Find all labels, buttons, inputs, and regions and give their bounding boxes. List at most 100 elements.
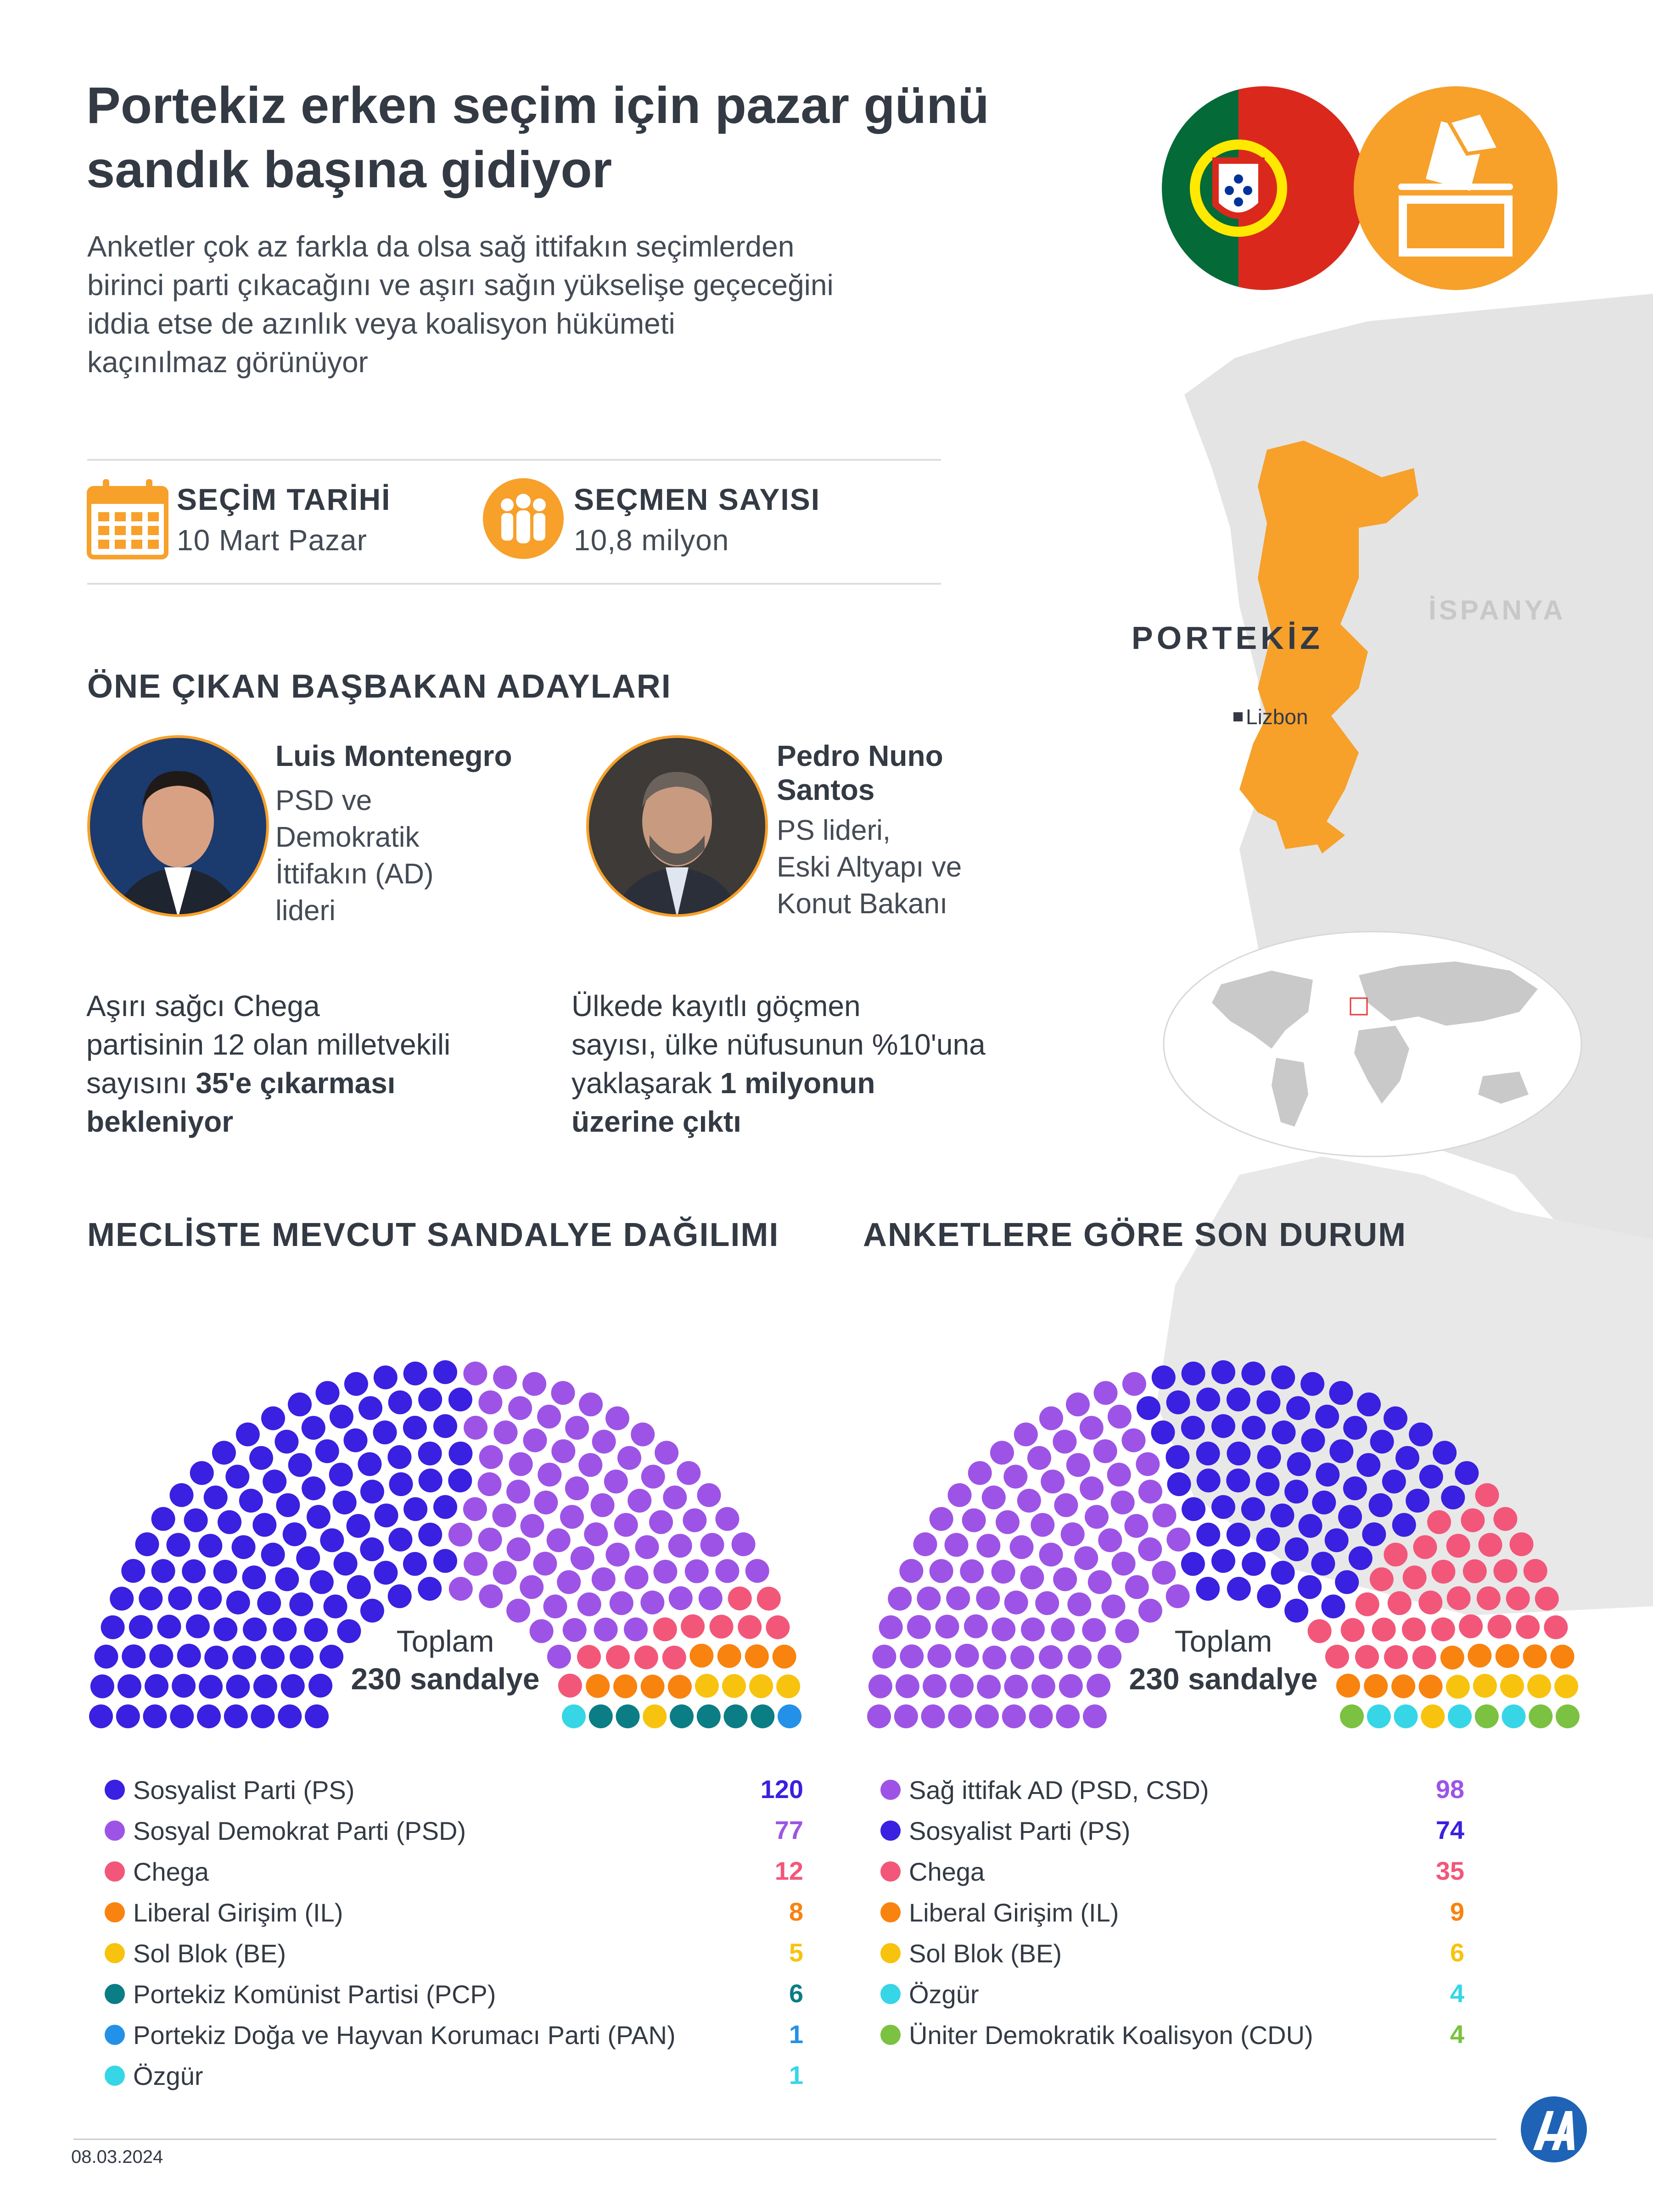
candidate-photo-montenegro bbox=[87, 735, 269, 917]
seat-sosyalist-parti-ps bbox=[308, 1674, 333, 1698]
seat-sosyal-demokrat-parti-psd bbox=[523, 1428, 547, 1452]
seat-sosyal-demokrat-parti-psd bbox=[677, 1461, 701, 1485]
legend-value: 6 bbox=[1450, 1938, 1464, 1967]
seat-sosyalist-parti-ps bbox=[433, 1495, 457, 1519]
seat-sosyalist-parti-ps bbox=[184, 1508, 208, 1532]
seat-liberal-giri-im-il bbox=[1468, 1643, 1492, 1668]
seat-sosyalist-parti-ps bbox=[251, 1704, 275, 1728]
seat-sosyalist-parti-ps bbox=[263, 1469, 287, 1494]
seat-sosyalist-parti-ps bbox=[1441, 1486, 1465, 1509]
seat-sa-ittifak-ad-psd-csd bbox=[946, 1586, 970, 1610]
seat-sosyalist-parti-ps bbox=[1419, 1464, 1443, 1489]
seat-sa-ittifak-ad-psd-csd bbox=[1138, 1537, 1162, 1561]
seat-sosyal-demokrat-parti-psd bbox=[684, 1559, 709, 1583]
seat-niter-demokratik-koalisyon-cdu bbox=[1556, 1704, 1580, 1728]
seat-sa-ittifak-ad-psd-csd bbox=[1111, 1552, 1136, 1576]
subtitle: Anketler çok az farkla da olsa sağ ittif… bbox=[87, 227, 982, 381]
legend-swatch bbox=[880, 2025, 901, 2045]
seat-sa-ittifak-ad-psd-csd bbox=[1017, 1489, 1041, 1513]
seat-sosyal-demokrat-parti-psd bbox=[520, 1575, 544, 1599]
seat-portekiz-kom-nist-partisi-pcp bbox=[616, 1704, 640, 1728]
seat-sol-blok-be bbox=[1527, 1674, 1552, 1698]
legend-swatch bbox=[105, 1780, 125, 1800]
legend-value: 35 bbox=[1435, 1856, 1464, 1885]
seat-sosyalist-parti-ps bbox=[257, 1591, 281, 1615]
seat-sosyalist-parti-ps bbox=[94, 1644, 118, 1669]
seat-sosyalist-parti-ps bbox=[172, 1674, 196, 1698]
seat-sosyalist-parti-ps bbox=[333, 1552, 358, 1576]
seat-sosyalist-parti-ps bbox=[1362, 1522, 1386, 1547]
seat-sosyal-demokrat-parti-psd bbox=[570, 1546, 594, 1570]
seat-sosyalist-parti-ps bbox=[1343, 1416, 1367, 1440]
seat-sosyalist-parti-ps bbox=[129, 1615, 153, 1639]
seat-sosyalist-parti-ps bbox=[1211, 1360, 1235, 1384]
seat-sosyalist-parti-ps bbox=[1255, 1472, 1280, 1497]
seat-sosyalist-parti-ps bbox=[1271, 1561, 1295, 1585]
divider-top bbox=[87, 459, 941, 461]
seat-sosyalist-parti-ps bbox=[374, 1503, 398, 1528]
seat-sosyalist-parti-ps bbox=[1301, 1428, 1325, 1452]
seat-portekiz-kom-nist-partisi-pcp bbox=[751, 1704, 775, 1728]
seat-sosyalist-parti-ps bbox=[116, 1704, 140, 1728]
seat-sa-ittifak-ad-psd-csd bbox=[1010, 1645, 1035, 1670]
seat-liberal-giri-im-il bbox=[1440, 1645, 1464, 1670]
seat-sa-ittifak-ad-psd-csd bbox=[1004, 1590, 1028, 1614]
seat-sa-ittifak-ad-psd-csd bbox=[975, 1704, 999, 1728]
seat-chega bbox=[738, 1615, 762, 1639]
seat-sa-ittifak-ad-psd-csd bbox=[1107, 1463, 1131, 1487]
seat-sosyalist-parti-ps bbox=[347, 1575, 371, 1599]
seat-sosyalist-parti-ps bbox=[387, 1445, 412, 1469]
seat-sosyalist-parti-ps bbox=[170, 1704, 194, 1728]
seat-sosyal-demokrat-parti-psd bbox=[529, 1619, 554, 1643]
seat-sa-ittifak-ad-psd-csd bbox=[1027, 1446, 1051, 1470]
seat-chega bbox=[1523, 1559, 1547, 1583]
seat-sosyal-demokrat-parti-psd bbox=[577, 1592, 601, 1616]
seat-sosyalist-parti-ps bbox=[1226, 1387, 1250, 1412]
seat-sa-ittifak-ad-psd-csd bbox=[1107, 1404, 1132, 1429]
seat-liberal-giri-im-il bbox=[1418, 1675, 1443, 1699]
seat-chega bbox=[728, 1586, 752, 1611]
seat-sosyal-demokrat-parti-psd bbox=[537, 1404, 561, 1429]
legend-value: 4 bbox=[1450, 1979, 1464, 2008]
seat-sosyal-demokrat-parti-psd bbox=[508, 1396, 532, 1420]
subtitle-line: iddia etse de azınlık veya koalisyon hük… bbox=[87, 307, 675, 340]
legend-swatch bbox=[880, 1943, 901, 1963]
neighbor-label: İSPANYA bbox=[1429, 595, 1566, 626]
seat-sosyalist-parti-ps bbox=[275, 1567, 299, 1592]
seat-sa-ittifak-ad-psd-csd bbox=[1066, 1392, 1090, 1417]
seat-sa-ittifak-ad-psd-csd bbox=[1029, 1704, 1053, 1728]
seat-zg-r bbox=[1367, 1704, 1391, 1728]
seat-sosyalist-parti-ps bbox=[323, 1594, 347, 1619]
seat-sa-ittifak-ad-psd-csd bbox=[879, 1615, 903, 1639]
seat-sa-ittifak-ad-psd-csd bbox=[1031, 1513, 1055, 1537]
seat-sosyalist-parti-ps bbox=[1284, 1480, 1309, 1504]
seat-sosyalist-parti-ps bbox=[1196, 1441, 1220, 1466]
seat-sosyal-demokrat-parti-psd bbox=[533, 1552, 557, 1576]
seat-sosyalist-parti-ps bbox=[359, 1396, 382, 1420]
seat-sosyalist-parti-ps bbox=[276, 1493, 300, 1517]
seat-sosyal-demokrat-parti-psd bbox=[562, 1618, 587, 1642]
page-title: Portekiz erken seçim için pazar günü san… bbox=[86, 73, 1142, 202]
legend-value: 1 bbox=[789, 2061, 803, 2089]
seat-sosyalist-parti-ps bbox=[1409, 1422, 1433, 1447]
seat-sosyal-demokrat-parti-psd bbox=[492, 1503, 516, 1528]
seat-sosyal-demokrat-parti-psd bbox=[560, 1505, 584, 1529]
seat-sosyalist-parti-ps bbox=[122, 1644, 146, 1669]
seat-sosyalist-parti-ps bbox=[261, 1645, 285, 1669]
seat-sosyalist-parti-ps bbox=[1316, 1463, 1340, 1487]
seat-chega bbox=[1307, 1619, 1332, 1643]
total-seats-label: Toplam 230 sandalye bbox=[351, 1624, 540, 1696]
seat-sosyalist-parti-ps bbox=[1321, 1594, 1345, 1619]
seat-chega bbox=[756, 1586, 781, 1611]
seat-sol-blok-be bbox=[1473, 1674, 1497, 1698]
seat-sa-ittifak-ad-psd-csd bbox=[1051, 1617, 1075, 1642]
seat-sosyalist-parti-ps bbox=[1196, 1387, 1221, 1412]
voters-value: 10,8 milyon bbox=[574, 524, 729, 557]
seat-chega bbox=[1459, 1614, 1483, 1638]
seat-liberal-giri-im-il bbox=[1391, 1674, 1416, 1698]
seat-sosyalist-parti-ps bbox=[418, 1522, 443, 1547]
seat-sa-ittifak-ad-psd-csd bbox=[1136, 1452, 1160, 1476]
seat-sosyal-demokrat-parti-psd bbox=[700, 1533, 724, 1557]
country-label: PORTEKİZ bbox=[1132, 620, 1323, 656]
candidate-description: PSD ve Demokratik İttifakın (AD) lideri bbox=[275, 785, 434, 927]
